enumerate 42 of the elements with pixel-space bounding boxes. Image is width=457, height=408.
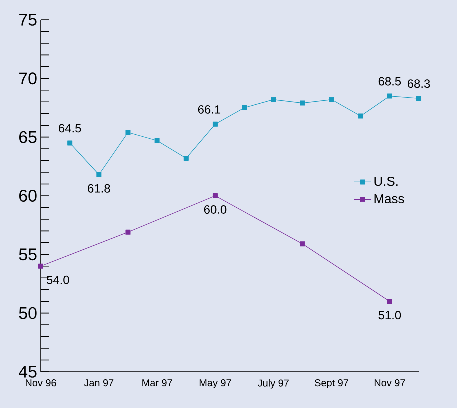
x-tick-label: May 97	[200, 380, 232, 389]
point	[96, 172, 102, 178]
x-tick-label: Nov 96	[26, 380, 56, 387]
point	[358, 114, 364, 119]
x-tick-label: July 97	[258, 380, 289, 389]
y-tick-label: 65	[20, 131, 37, 144]
point	[416, 96, 422, 102]
x-tick-label: Sept 97	[315, 380, 348, 389]
y-tick-label: 55	[19, 248, 37, 261]
legend-label: Mass	[374, 194, 404, 204]
data-label: 60.0	[204, 206, 227, 214]
data-label: 61.8	[88, 184, 110, 193]
data-label: 64.5	[59, 124, 82, 133]
legend-label: U.S.	[374, 176, 398, 186]
y-tick-label: 50	[19, 307, 37, 320]
y-tick-label: 60	[20, 190, 37, 202]
y-tick-label: 45	[19, 366, 37, 378]
x-tick-label: Jan 97	[84, 380, 114, 387]
point	[300, 100, 306, 106]
point	[387, 299, 392, 304]
point	[387, 94, 392, 99]
point	[271, 97, 276, 102]
point	[126, 230, 131, 235]
point	[212, 122, 218, 127]
y-tick-label: 75	[20, 14, 37, 26]
point	[329, 97, 334, 102]
y-tick-label: 70	[20, 72, 37, 85]
point	[212, 194, 218, 198]
data-label: 68.3	[408, 80, 430, 88]
point	[154, 138, 160, 144]
point	[300, 242, 306, 247]
point	[126, 130, 131, 136]
x-tick-label: Mar 97	[142, 380, 172, 387]
data-label: 66.1	[198, 105, 221, 114]
point	[38, 264, 44, 269]
data-label: 54.0	[47, 276, 70, 284]
point	[184, 156, 189, 161]
point	[68, 140, 73, 146]
x-tick-label: Nov 97	[374, 380, 406, 387]
data-label: 51.0	[378, 311, 402, 320]
point	[242, 106, 248, 110]
data-label: 68.5	[378, 77, 402, 86]
